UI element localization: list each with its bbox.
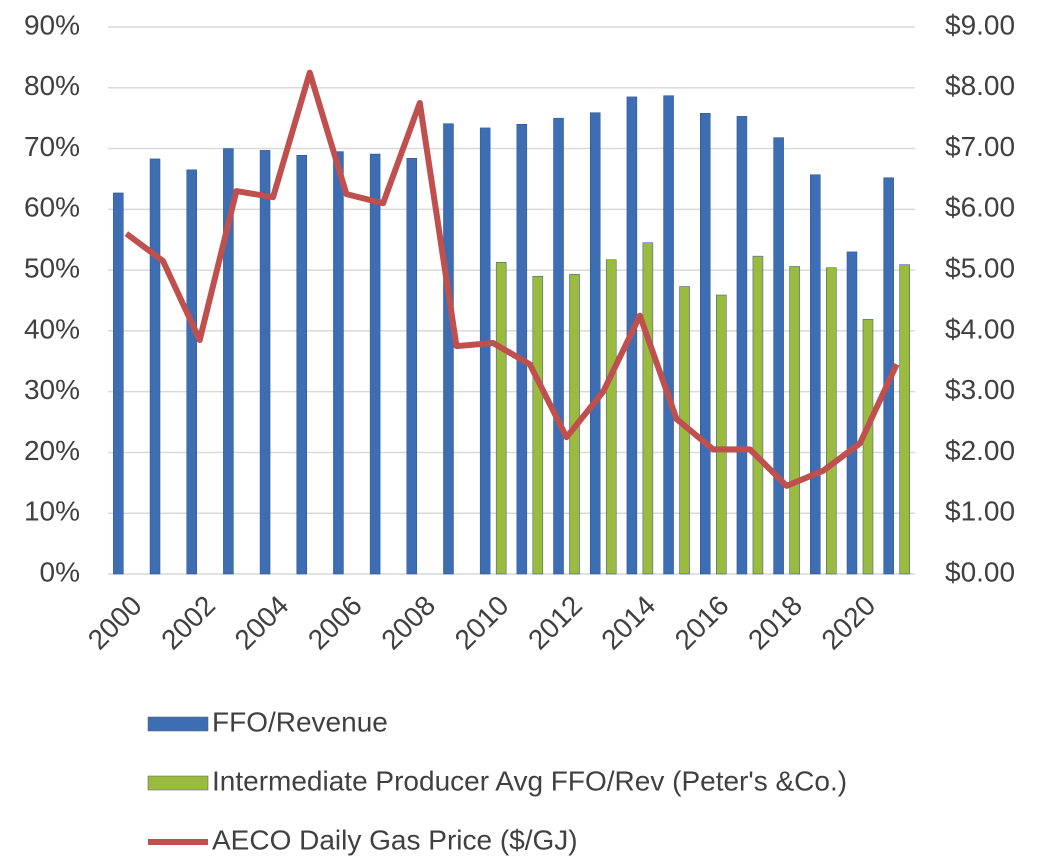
bar — [223, 148, 234, 575]
x-tick-label: 2018 — [742, 590, 808, 656]
y2-tick-label: $3.00 — [945, 374, 1015, 405]
x-tick-label: 2006 — [302, 590, 368, 656]
bar — [369, 153, 381, 575]
bar — [716, 294, 727, 575]
bar — [789, 266, 800, 575]
bar — [899, 264, 910, 575]
bar — [495, 261, 507, 575]
bar — [736, 116, 748, 575]
bar — [752, 255, 764, 575]
bar — [605, 259, 617, 575]
bar — [259, 150, 271, 575]
bar — [846, 251, 858, 575]
legend-label: FFO/Revenue — [212, 706, 388, 737]
bar — [149, 158, 161, 575]
bar — [810, 174, 821, 575]
bar — [642, 242, 654, 575]
x-tick-label: 2020 — [815, 590, 881, 656]
y2-tick-label: $9.00 — [945, 9, 1015, 40]
y-tick-label: 70% — [24, 131, 80, 162]
bar — [700, 113, 711, 575]
y-tick-label: 30% — [24, 374, 80, 405]
bar — [553, 117, 564, 575]
y-tick-label: 20% — [24, 435, 80, 466]
x-tick-label: 2002 — [155, 590, 221, 656]
y2-tick-label: $5.00 — [945, 253, 1015, 284]
bar — [826, 267, 837, 575]
y2-tick-label: $0.00 — [945, 556, 1015, 587]
bar — [333, 151, 344, 575]
bar — [663, 95, 674, 575]
x-tick-label: 2008 — [375, 590, 441, 656]
y-tick-label: 0% — [40, 556, 80, 587]
y-tick-label: 80% — [24, 70, 80, 101]
bar — [516, 123, 528, 575]
legend-label: AECO Daily Gas Price ($/GJ) — [212, 824, 578, 855]
y-tick-label: 60% — [24, 192, 80, 223]
x-tick-label: 2012 — [522, 590, 588, 656]
y-tick-label: 40% — [24, 313, 80, 344]
x-tick-label: 2000 — [82, 590, 148, 656]
bar — [773, 137, 784, 575]
y-tick-label: 10% — [24, 496, 80, 527]
bar — [296, 154, 307, 575]
x-tick-label: 2010 — [449, 590, 515, 656]
y-tick-label: 90% — [24, 9, 80, 40]
x-tick-label: 2016 — [669, 590, 735, 656]
legend-swatch — [147, 775, 209, 791]
legend-swatch — [147, 716, 209, 732]
bar — [589, 112, 601, 575]
y2-tick-label: $6.00 — [945, 192, 1015, 223]
x-tick-label: 2014 — [595, 590, 661, 656]
y2-tick-label: $1.00 — [945, 496, 1015, 527]
bar — [186, 169, 197, 575]
line — [124, 69, 900, 489]
y2-tick-label: $2.00 — [945, 435, 1015, 466]
bar — [862, 319, 874, 575]
bar — [113, 192, 124, 575]
y-tick-label: 50% — [24, 253, 80, 284]
y2-tick-label: $4.00 — [945, 313, 1015, 344]
bar — [406, 158, 418, 575]
x-tick-label: 2004 — [229, 590, 295, 656]
bar — [479, 127, 491, 575]
legend-label: Intermediate Producer Avg FFO/Rev (Peter… — [212, 765, 847, 796]
bar — [532, 275, 544, 575]
bar — [443, 123, 454, 575]
y2-tick-label: $8.00 — [945, 70, 1015, 101]
y2-tick-label: $7.00 — [945, 131, 1015, 162]
